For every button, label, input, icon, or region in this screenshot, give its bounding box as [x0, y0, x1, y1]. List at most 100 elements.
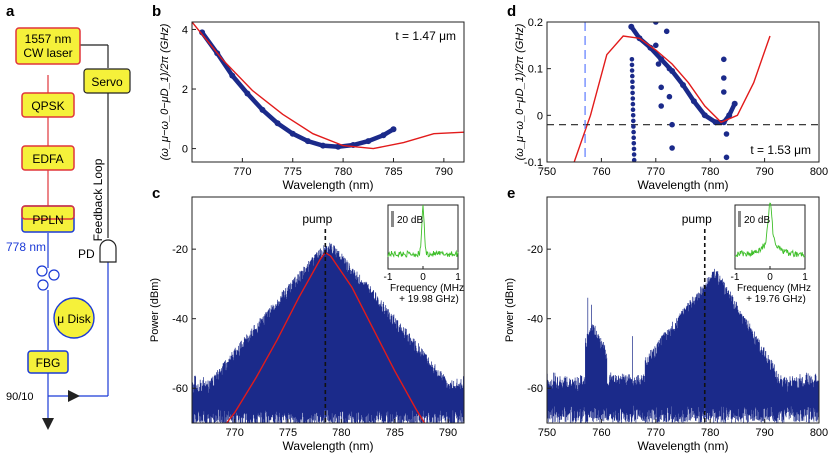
plot-area-b: [192, 22, 464, 150]
pump-label: pump: [302, 212, 332, 226]
y-tick-label: -60: [172, 383, 188, 395]
data-point-b: [259, 106, 266, 113]
inset-tick-label: 1: [802, 272, 808, 283]
edfa-box: [21, 145, 75, 171]
avoided-crossing-point: [721, 56, 727, 63]
avoided-crossing-point: [653, 42, 659, 49]
wavelength-label: 778 nm: [6, 240, 46, 254]
laser-label-line1: 1557 nm: [25, 32, 72, 46]
qpsk-label: QPSK: [31, 99, 64, 113]
inset-scale-label: 20 dB: [397, 215, 423, 226]
data-point-b: [199, 29, 206, 36]
crossing-point: [631, 146, 637, 152]
x-tick-label: 785: [385, 427, 403, 439]
splitter-label: 90/10: [6, 391, 34, 403]
fbg-box: [27, 350, 69, 374]
crossing-point: [630, 107, 636, 112]
fiber-coil-icon: [36, 265, 60, 291]
avoided-crossing-point: [669, 121, 675, 128]
crossing-point: [631, 135, 636, 140]
y-axis-label: Power (dBm): [149, 278, 161, 342]
y-axis-label: Power (dBm): [504, 278, 516, 342]
y-tick-label: -0.1: [524, 157, 543, 169]
x-tick-label: 760: [592, 166, 610, 178]
tap-arrow-icon: [68, 390, 80, 402]
charts: 770 775 780 785 790 0 2 4 Wavelength (nm) (ω_μ−ω_…: [149, 17, 828, 453]
crossing-point: [631, 152, 637, 157]
x-tick-label: 780: [332, 427, 350, 439]
data-point-b: [304, 138, 311, 145]
crossing-point: [631, 157, 637, 162]
x-tick-label: 800: [810, 166, 828, 178]
comb-spectrum-c: [192, 242, 464, 423]
thickness-annotation: t = 1.47 μm: [395, 29, 456, 43]
avoided-crossing-point: [655, 61, 662, 67]
inset-tick-label: 1: [455, 272, 461, 283]
servo-label: Servo: [91, 75, 123, 89]
plot-area-e: [547, 268, 819, 423]
y-tick-label: 0.1: [528, 64, 543, 76]
x-tick-label: 780: [701, 166, 719, 178]
panel-c: pump 770 775 780 785 790 -60 -40 -20 Wavelength (…: [149, 196, 465, 453]
data-point-d: [701, 112, 708, 119]
avoided-crossing-point: [723, 131, 730, 137]
disk-label: μ Disk: [57, 312, 92, 326]
x-tick-label: 780: [334, 166, 352, 178]
panel-label-b: b: [152, 3, 161, 20]
y-tick-label: -60: [527, 383, 543, 395]
panel-e: pump 750 760 770 780 790 800 -60 -40 -20 Wavelengt…: [504, 196, 828, 453]
plot-area-d: [547, 22, 819, 162]
y-tick-label: 2: [182, 84, 188, 96]
data-point-b: [244, 90, 251, 97]
inset-tick-label: -1: [384, 272, 393, 283]
x-axis-label: Wavelength (nm): [638, 178, 729, 192]
y-axis-label: (ω_μ−ω_0−μD_1)/2π (GHz): [514, 23, 526, 160]
y-tick-label: -40: [172, 314, 188, 326]
data-point-b: [380, 132, 387, 139]
data-band-d: [629, 24, 737, 125]
crossing-point: [631, 141, 637, 146]
fbg-label: FBG: [36, 356, 61, 370]
avoided-crossing-point: [663, 28, 670, 35]
setup-diagram: 1557 nm CW laser QPSK EDFA PPLN Servo Fe…: [6, 27, 131, 430]
plot-frame-e: [546, 196, 820, 424]
y-tick-label: 0.2: [528, 17, 543, 29]
scale-bar: [391, 211, 394, 227]
x-tick-label: 790: [755, 427, 773, 439]
avoided-crossing-point: [723, 154, 730, 161]
fit-curve-b: [192, 22, 464, 150]
inset-frame: [734, 204, 806, 270]
data-point-b: [289, 130, 296, 137]
x-tick-label: 770: [647, 427, 665, 439]
laser-label-line2: CW laser: [23, 46, 72, 60]
data-point-b: [320, 142, 326, 149]
x-axis-label: Wavelength (nm): [638, 439, 729, 453]
avoided-crossing-point: [658, 103, 664, 109]
y-tick-label: -20: [527, 244, 543, 256]
inset-xlabel: Frequency (MHz: [390, 283, 464, 294]
crossing-point: [630, 96, 636, 101]
ppln-label: PPLN: [32, 213, 63, 227]
thickness-annotation: t = 1.53 μm: [750, 143, 811, 157]
data-point-d: [731, 100, 738, 107]
crossing-point: [630, 79, 635, 84]
x-axis-label: Wavelength (nm): [283, 439, 374, 453]
data-point-d: [658, 56, 665, 63]
pd-label: PD: [78, 247, 95, 261]
inset-tick-label: -1: [731, 272, 740, 283]
comb-spectrum-e: [547, 268, 819, 423]
plot-frame-b: [191, 21, 465, 163]
crossing-point: [629, 57, 635, 62]
x-axis-label: Wavelength (nm): [283, 178, 374, 192]
data-point-d: [712, 119, 719, 126]
y-axis-label: (ω_μ−ω_0−μD_1)/2π (GHz): [159, 23, 171, 160]
x-tick-label: 770: [233, 166, 251, 178]
crossing-point: [631, 124, 636, 129]
x-tick-label: 790: [755, 166, 773, 178]
x-tick-label: 770: [647, 166, 665, 178]
crossing-point: [630, 101, 636, 107]
inset-xlabel-2: + 19.76 GHz): [746, 294, 806, 305]
x-tick-label: 750: [538, 166, 556, 178]
